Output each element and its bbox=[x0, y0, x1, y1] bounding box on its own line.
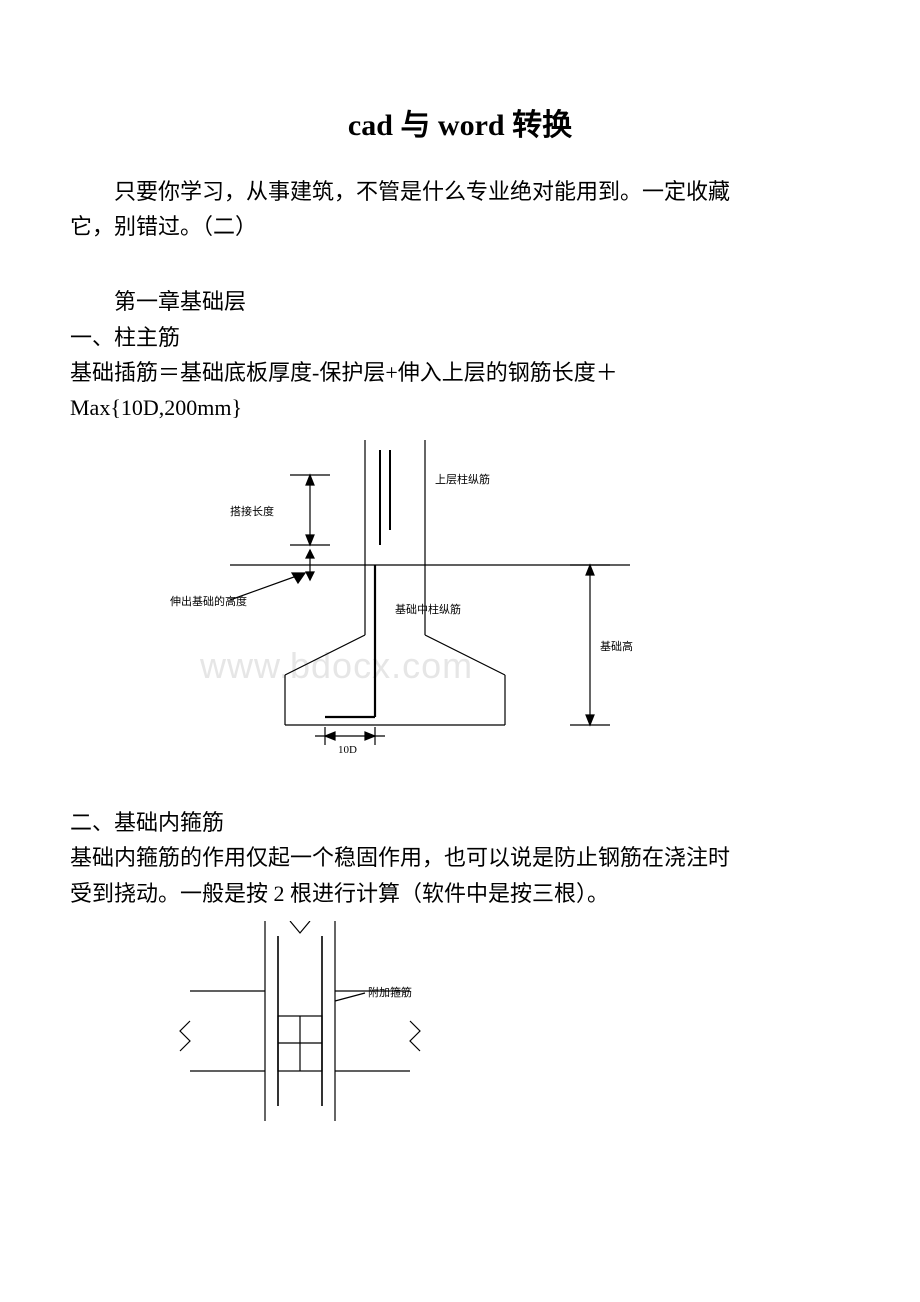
chapter-heading-text: 第一章基础层 bbox=[114, 289, 246, 314]
intro-line-2: 它，别错过。（二） bbox=[70, 214, 257, 239]
label-extend-height: 伸出基础的高度 bbox=[170, 594, 247, 608]
section-2-heading: 二、基础内箍筋 bbox=[70, 805, 850, 840]
diagram-1-container: 上层柱纵筋 搭接长度 伸出基础的高度 基础中柱纵筋 基础高 10D bbox=[170, 435, 850, 775]
section-1-heading: 一、柱主筋 bbox=[70, 320, 850, 355]
label-upper-col-bar: 上层柱纵筋 bbox=[435, 472, 490, 486]
intro-paragraph: 只要你学习，从事建筑，不管是什么专业绝对能用到。一定收藏 它，别错过。（二） bbox=[70, 174, 850, 244]
label-10d: 10D bbox=[338, 744, 357, 756]
stirrup-diagram: 附加箍筋 bbox=[170, 921, 470, 1121]
section-1-line-1: 基础插筋＝基础底板厚度-保护层+伸入上层的钢筋长度＋ bbox=[70, 355, 850, 390]
section-1-line-2: Max{10D,200mm} bbox=[70, 390, 850, 425]
label-base-height: 基础高 bbox=[600, 639, 633, 653]
section-2-line-2: 受到挠动。一般是按 2 根进行计算（软件中是按三根）。 bbox=[70, 876, 850, 911]
label-added-stirrup: 附加箍筋 bbox=[368, 985, 412, 999]
diagram-2-container: 附加箍筋 bbox=[170, 921, 850, 1121]
foundation-column-diagram: 上层柱纵筋 搭接长度 伸出基础的高度 基础中柱纵筋 基础高 10D bbox=[170, 435, 690, 775]
chapter-heading: 第一章基础层 bbox=[70, 284, 850, 319]
intro-line-1: 只要你学习，从事建筑，不管是什么专业绝对能用到。一定收藏 bbox=[114, 179, 730, 204]
label-splice-length: 搭接长度 bbox=[230, 504, 274, 518]
document-page: cad 与 word 转换 只要你学习，从事建筑，不管是什么专业绝对能用到。一定… bbox=[0, 0, 920, 1211]
page-title: cad 与 word 转换 bbox=[70, 100, 850, 144]
label-base-col-bar: 基础中柱纵筋 bbox=[395, 602, 461, 616]
section-2-line-1: 基础内箍筋的作用仅起一个稳固作用，也可以说是防止钢筋在浇注时 bbox=[70, 840, 850, 875]
